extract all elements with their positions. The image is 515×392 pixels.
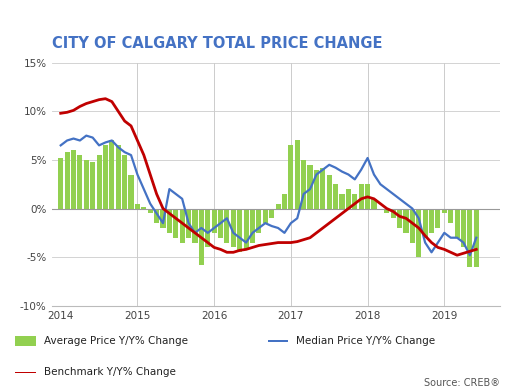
Bar (276, 204, 281, 209)
Bar (333, 184, 338, 209)
Bar (339, 194, 345, 209)
Bar (314, 170, 319, 209)
Bar (193, 209, 198, 243)
Benchmark Y/Y% Change (58, 111, 64, 116)
Bar (218, 209, 223, 238)
Bar (225, 209, 230, 243)
Bar (442, 209, 447, 213)
Median Price Y/Y% Change (96, 143, 102, 148)
Bar (269, 209, 274, 218)
Bar (90, 162, 95, 209)
Bar (474, 209, 479, 267)
Bar (109, 140, 114, 209)
Bar (250, 209, 255, 243)
Bar (371, 199, 376, 209)
Median Price Y/Y% Change (249, 230, 255, 235)
Bar (301, 160, 306, 209)
Benchmark Y/Y% Change (454, 253, 460, 258)
Bar (346, 189, 351, 209)
Median Price Y/Y% Change (390, 192, 396, 196)
Median Price Y/Y% Change (192, 230, 198, 235)
Bar (96, 155, 101, 209)
Bar (148, 209, 153, 213)
Text: CITY OF CALGARY TOTAL PRICE CHANGE: CITY OF CALGARY TOTAL PRICE CHANGE (52, 36, 382, 51)
Bar (307, 165, 313, 209)
Median Price Y/Y% Change (58, 143, 64, 148)
Bar (288, 145, 294, 209)
Bar (84, 160, 89, 209)
Bar (186, 209, 191, 238)
Text: Benchmark Y/Y% Change: Benchmark Y/Y% Change (44, 367, 176, 377)
Line: Median Price Y/Y% Change: Median Price Y/Y% Change (61, 136, 476, 255)
Bar (429, 209, 434, 233)
Bar (455, 209, 460, 238)
Benchmark Y/Y% Change (390, 209, 396, 214)
Median Price Y/Y% Change (467, 253, 473, 258)
Text: Median Price Y/Y% Change: Median Price Y/Y% Change (296, 336, 435, 346)
Median Price Y/Y% Change (83, 133, 90, 138)
Text: Source: CREB®: Source: CREB® (423, 378, 500, 388)
Bar (410, 209, 415, 243)
Bar (365, 184, 370, 209)
Bar (205, 209, 210, 247)
Bar (77, 155, 82, 209)
Bar (384, 209, 389, 213)
Bar (122, 155, 127, 209)
Bar (282, 194, 287, 209)
Median Price Y/Y% Change (166, 187, 173, 191)
Bar (135, 204, 140, 209)
Bar (71, 150, 76, 209)
Bar (116, 145, 121, 209)
Benchmark Y/Y% Change (249, 245, 255, 250)
Bar (212, 209, 217, 233)
Bar (403, 209, 408, 233)
Bar (167, 209, 172, 233)
Bar (467, 209, 472, 267)
Text: Average Price Y/Y% Change: Average Price Y/Y% Change (44, 336, 188, 346)
Bar (237, 209, 242, 252)
Benchmark Y/Y% Change (473, 247, 479, 252)
Bar (295, 140, 300, 209)
Bar (263, 209, 268, 223)
Bar (352, 194, 357, 209)
Bar (327, 174, 332, 209)
Bar (103, 145, 108, 209)
Benchmark Y/Y% Change (102, 96, 109, 101)
Bar (64, 152, 70, 209)
Bar (320, 168, 325, 209)
Benchmark Y/Y% Change (90, 99, 96, 104)
Bar (244, 209, 249, 249)
Bar (448, 209, 453, 223)
Bar (435, 209, 440, 228)
Bar (416, 209, 421, 257)
Bar (161, 209, 165, 228)
Bar (397, 209, 402, 228)
Bar (128, 174, 133, 209)
Bar (154, 209, 159, 223)
Benchmark Y/Y% Change (192, 230, 198, 235)
Median Price Y/Y% Change (473, 235, 479, 240)
Bar (199, 209, 204, 265)
Bar (180, 209, 185, 243)
Bar (58, 158, 63, 209)
Bar (423, 209, 427, 238)
Benchmark Y/Y% Change (166, 211, 173, 216)
Bar (390, 209, 396, 218)
Bar (461, 209, 466, 247)
Bar (358, 184, 364, 209)
Bar (173, 209, 178, 238)
Bar (231, 209, 236, 247)
Line: Benchmark Y/Y% Change: Benchmark Y/Y% Change (61, 99, 476, 255)
Median Price Y/Y% Change (243, 240, 249, 245)
Bar (141, 207, 146, 209)
Benchmark Y/Y% Change (243, 247, 249, 252)
Bar (256, 209, 262, 233)
